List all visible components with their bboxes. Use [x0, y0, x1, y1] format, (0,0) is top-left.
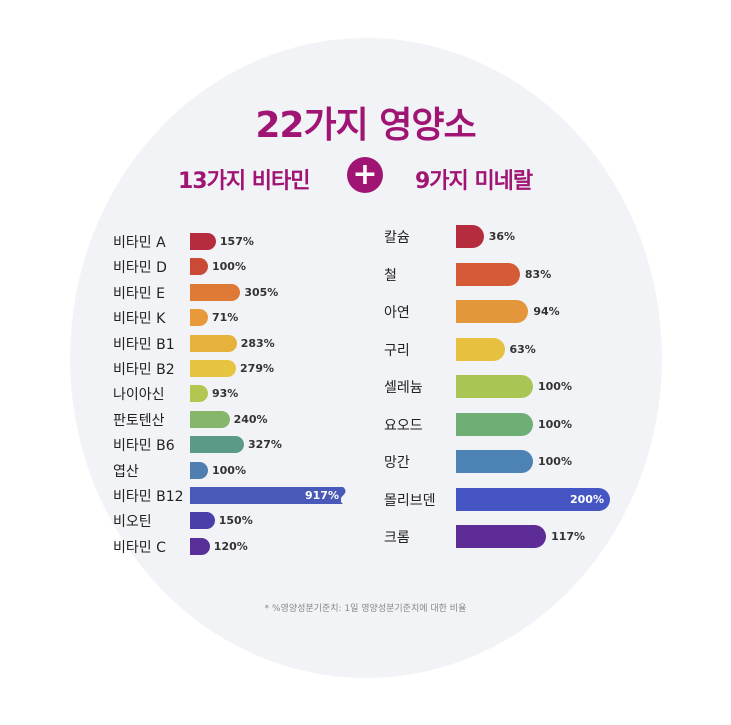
- vitamin-value: 917%: [305, 489, 339, 502]
- mineral-value: 200%: [570, 492, 604, 506]
- vitamin-value: 327%: [247, 438, 282, 452]
- mineral-bar: [456, 525, 547, 548]
- vitamin-label: 비타민 B1: [113, 336, 175, 353]
- vitamin-label: 비타민 B2: [113, 362, 175, 378]
- mineral-label: 철: [384, 267, 397, 284]
- vitamin-value: 279%: [240, 362, 275, 375]
- vitamin-bar: [190, 385, 208, 403]
- mineral-bar: [456, 450, 533, 473]
- vitamin-label: 비타민 C: [113, 539, 166, 556]
- mineral-label: 셀레늄: [384, 380, 423, 396]
- axis-break-icon: [340, 487, 355, 504]
- mineral-value: 63%: [509, 342, 536, 356]
- vitamin-value: 100%: [212, 463, 246, 477]
- mineral-bar: [456, 225, 484, 248]
- vitamin-value: 100%: [212, 260, 246, 274]
- vitamin-value: 120%: [213, 539, 248, 553]
- vitamin-bar: [190, 233, 216, 250]
- mineral-label: 망간: [384, 455, 410, 471]
- vitamin-label: 엽산: [113, 463, 139, 480]
- vitamin-value: 240%: [233, 412, 268, 426]
- mineral-value: 100%: [538, 380, 572, 393]
- mineral-bar: [456, 337, 505, 361]
- mineral-bar: [456, 487, 610, 511]
- mineral-label: 아연: [384, 305, 410, 321]
- vitamin-bar: [190, 334, 237, 352]
- mineral-bar: [456, 300, 529, 323]
- vitamin-bar: [190, 537, 210, 555]
- vitamin-label: 판토텐산: [113, 412, 165, 429]
- mineral-label: 요오드: [384, 417, 423, 434]
- mineral-value: 100%: [538, 417, 572, 431]
- page-title: 22가지 영양소: [255, 105, 476, 146]
- footnote: * %영양성분기준치: 1일 영양성분기준치에 대한 비율: [264, 604, 467, 614]
- vitamin-value: 157%: [219, 235, 254, 248]
- vitamin-bar: [190, 487, 355, 504]
- vitamin-bar: [190, 512, 215, 530]
- vitamin-label: 비오틴: [113, 514, 152, 531]
- mineral-bar: [456, 412, 533, 436]
- vitamin-value: 71%: [212, 311, 239, 325]
- vitamins-heading: 13가지 비타민: [178, 169, 310, 194]
- mineral-value: 36%: [488, 230, 516, 243]
- vitamin-label: 비타민 E: [113, 285, 165, 302]
- vitamin-value: 93%: [212, 387, 239, 401]
- mineral-label: 몰리브덴: [384, 492, 436, 509]
- mineral-value: 117%: [551, 530, 586, 543]
- minerals-heading: 9가지 미네랄: [415, 169, 533, 194]
- vitamin-value: 305%: [244, 285, 279, 299]
- vitamin-bar: [190, 436, 244, 454]
- mineral-value: 100%: [538, 455, 572, 468]
- vitamin-label: 비타민 K: [113, 311, 166, 328]
- mineral-bar: [456, 375, 533, 398]
- vitamin-bar: [190, 410, 230, 428]
- mineral-value: 94%: [533, 305, 560, 318]
- mineral-label: 크롬: [384, 530, 410, 546]
- mineral-label: 칼슘: [384, 230, 410, 246]
- mineral-bar: [456, 262, 520, 286]
- mineral-value: 83%: [524, 267, 552, 281]
- vitamin-label: 비타민 A: [113, 235, 166, 251]
- vitamin-value: 150%: [218, 514, 253, 528]
- plus-icon: +: [347, 157, 383, 193]
- vitamin-label: 비타민 B6: [113, 438, 175, 455]
- vitamin-label: 나이아신: [113, 387, 165, 404]
- vitamin-label: 비타민 B12: [113, 489, 184, 505]
- vitamin-value: 283%: [240, 336, 275, 350]
- background-circle: [70, 38, 662, 678]
- vitamin-bar: [190, 309, 208, 327]
- vitamin-bar: [190, 258, 208, 276]
- vitamin-bar: [190, 360, 237, 377]
- vitamin-bar: [190, 461, 208, 479]
- vitamin-bar: [190, 283, 241, 301]
- vitamin-label: 비타민 D: [113, 260, 167, 277]
- mineral-label: 구리: [384, 342, 410, 359]
